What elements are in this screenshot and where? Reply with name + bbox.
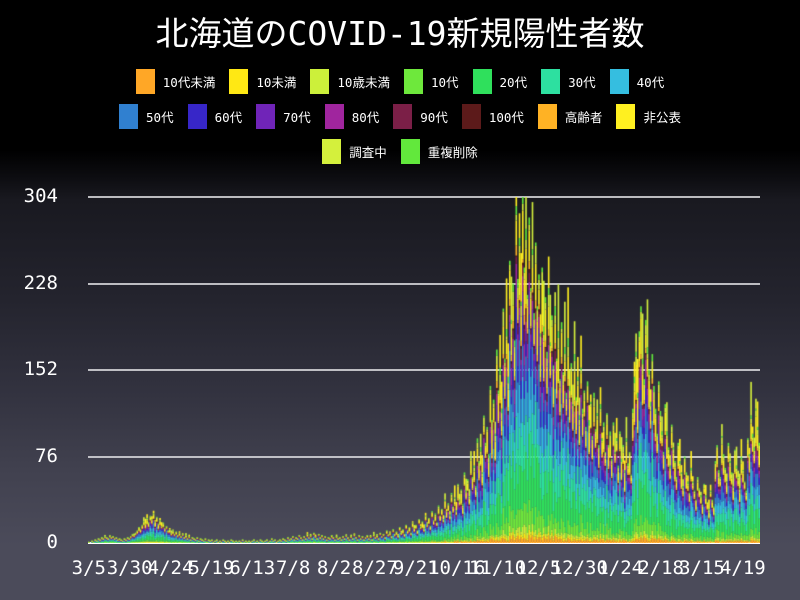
legend-item-90代[interactable]: 90代 (393, 104, 448, 129)
legend-swatch-icon (135, 69, 155, 94)
legend-item-60代[interactable]: 60代 (187, 104, 243, 129)
legend-row: 50代 60代 70代 80代 90代 100代 高齢者 非公表 (0, 99, 800, 134)
legend: 10代未満 10未満 10歳未満 10代 20代 30代 40代 50代 60代 70代 80代 90… (0, 64, 800, 169)
x-tick-label: 5/19 (188, 557, 235, 579)
legend-label: 90代 (420, 110, 448, 125)
legend-item-重複削除[interactable]: 重複削除 (400, 139, 478, 164)
legend-label: 非公表 (643, 110, 681, 125)
legend-label: 10代未満 (162, 75, 216, 90)
plot-area (88, 197, 760, 543)
legend-label: 10歳未満 (337, 75, 390, 90)
legend-label: 30代 (568, 75, 596, 90)
legend-item-10未満[interactable]: 10未満 (229, 69, 296, 94)
legend-label: 100代 (488, 110, 524, 125)
legend-swatch-icon (609, 69, 629, 94)
legend-item-100代[interactable]: 100代 (461, 104, 524, 129)
x-tick-label: 3/30 (106, 557, 153, 579)
y-tick-label: 228 (23, 271, 58, 294)
legend-row: 調査中 重複削除 (0, 134, 800, 169)
x-axis-ticks: 3/5 3/30 4/24 5/19 6/13 7/8 8/2 8/27 9/21 10/16 11… (0, 556, 800, 586)
legend-item-調査中[interactable]: 調査中 (322, 139, 387, 164)
x-tick-label: 11/10 (468, 557, 527, 579)
x-tick-label: 1/24 (597, 557, 644, 579)
legend-item-70代[interactable]: 70代 (256, 104, 311, 129)
legend-label: 重複削除 (427, 145, 478, 160)
legend-row: 10代未満 10未満 10歳未満 10代 20代 30代 40代 (0, 64, 800, 99)
legend-item-非公表[interactable]: 非公表 (616, 104, 681, 129)
legend-label: 調査中 (349, 145, 387, 160)
legend-swatch-icon (310, 69, 330, 94)
x-tick-label: 8/2 (316, 557, 352, 579)
legend-item-10代[interactable]: 10代 (403, 69, 459, 94)
legend-swatch-icon (616, 104, 636, 129)
legend-swatch-icon (403, 69, 423, 94)
legend-swatch-icon (461, 104, 481, 129)
legend-swatch-icon (393, 104, 413, 129)
legend-swatch-icon (256, 104, 276, 129)
legend-swatch-icon (400, 139, 420, 164)
legend-label: 50代 (146, 110, 174, 125)
legend-item-10代未満[interactable]: 10代未満 (135, 69, 216, 94)
legend-swatch-icon (119, 104, 139, 129)
legend-swatch-icon (187, 104, 207, 129)
x-tick-label: 2/18 (638, 557, 684, 579)
x-tick-label: 3/5 (71, 557, 106, 579)
x-tick-label: 10/16 (428, 557, 486, 579)
legend-label: 60代 (214, 110, 243, 125)
x-tick-label: 8/27 (352, 557, 398, 579)
x-tick-label: 3/15 (679, 557, 725, 579)
legend-label: 10未満 (256, 75, 297, 90)
legend-label: 10代 (430, 75, 459, 90)
legend-item-30代[interactable]: 30代 (541, 69, 596, 94)
legend-item-50代[interactable]: 50代 (119, 104, 174, 129)
legend-label: 高齢者 (564, 110, 603, 125)
legend-label: 70代 (283, 110, 311, 125)
y-tick-label: 76 (35, 444, 58, 467)
legend-swatch-icon (472, 69, 492, 94)
legend-item-20代[interactable]: 20代 (472, 69, 528, 94)
x-axis-line (88, 542, 760, 544)
y-tick-label: 304 (23, 185, 58, 207)
stacked-bar-canvas (88, 197, 760, 543)
legend-item-10歳未満[interactable]: 10歳未満 (310, 69, 390, 94)
legend-item-80代[interactable]: 80代 (324, 104, 380, 129)
legend-swatch-icon (541, 69, 561, 94)
y-tick-label: 0 (46, 531, 58, 553)
y-tick-label: 152 (23, 358, 58, 380)
x-tick-label: 12/5 (515, 557, 562, 579)
legend-label: 40代 (636, 75, 665, 90)
page-title: 北海道のCOVID-19新規陽性者数 (155, 14, 645, 53)
legend-label: 20代 (499, 75, 528, 90)
legend-label: 80代 (351, 110, 380, 125)
x-tick-label: 7/8 (276, 557, 311, 579)
x-tick-label: 9/21 (392, 557, 439, 579)
x-tick-label: 6/13 (229, 557, 276, 579)
x-tick-label: 4/19 (719, 557, 766, 579)
x-tick-label: 4/24 (147, 557, 194, 579)
legend-swatch-icon (229, 69, 249, 94)
legend-item-40代[interactable]: 40代 (609, 69, 665, 94)
legend-swatch-icon (322, 139, 342, 164)
x-tick-label: 12/30 (550, 557, 608, 579)
legend-swatch-icon (324, 104, 344, 129)
legend-swatch-icon (537, 104, 557, 129)
legend-item-高齢者[interactable]: 高齢者 (537, 104, 603, 129)
